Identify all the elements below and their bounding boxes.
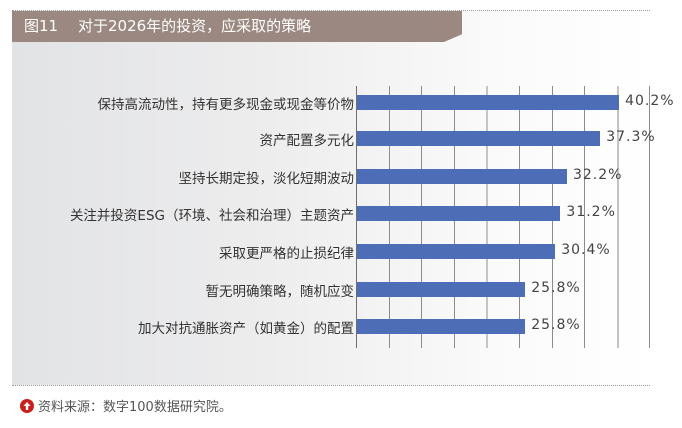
gridline [584,86,586,348]
category-label: 暂无明确策略，随机应变 [205,284,355,300]
gridline [649,86,651,348]
gridline [616,86,619,348]
bar-row: 关注并投资ESG（环境、社会和治理）主题资产 31.2% [0,204,682,224]
bar-row: 加大对抗通胀资产（如黄金）的配置 25.8% [0,317,682,337]
bar [357,169,567,184]
up-arrow-circle-icon [20,399,34,413]
bar [357,319,526,334]
chart-panel [12,11,652,385]
bar-row: 保持高流动性，持有更多现金或现金等价物 40.2% [0,93,682,113]
value-label: 32.2% [572,167,623,183]
category-label: 坚持长期定投，淡化短期波动 [178,171,355,187]
category-label: 采取更严格的止损纪律 [219,246,354,262]
bar-row: 暂无明确策略，随机应变 25.8% [0,280,682,300]
y-axis-line [356,86,357,348]
category-label: 资产配置多元化 [259,133,355,149]
bar [357,95,620,110]
value-label: 25.8% [531,280,581,296]
value-label: 40.2% [625,93,675,109]
value-label: 31.2% [566,204,616,220]
figure-title-bar: 图11 对于2026年的投资，应采取的策略 [12,11,462,42]
bar [357,282,526,297]
bar-row: 资产配置多元化 37.3% [0,129,682,149]
source-text: 资料来源：数字100数据研究院。 [38,400,232,415]
source-note: 资料来源：数字100数据研究院。 [20,398,232,418]
category-label: 加大对抗通胀资产（如黄金）的配置 [138,321,354,337]
category-label: 保持高流动性，持有更多现金或现金等价物 [97,97,355,113]
value-label: 25.8% [531,317,581,333]
value-label: 37.3% [606,129,656,145]
category-label: 关注并投资ESG（环境、社会和治理）主题资产 [69,208,354,224]
bar [357,131,601,146]
figure-number: 图11 [24,17,59,35]
bar-row: 采取更严格的止损纪律 30.4% [0,242,682,262]
top-dotted-rule [12,10,650,11]
bar [357,244,556,259]
bar-row: 坚持长期定投，淡化短期波动 32.2% [0,167,682,187]
bottom-dotted-rule [12,385,650,386]
bar [357,206,561,221]
value-label: 30.4% [561,242,611,258]
figure-title: 对于2026年的投资，应采取的策略 [78,17,312,35]
